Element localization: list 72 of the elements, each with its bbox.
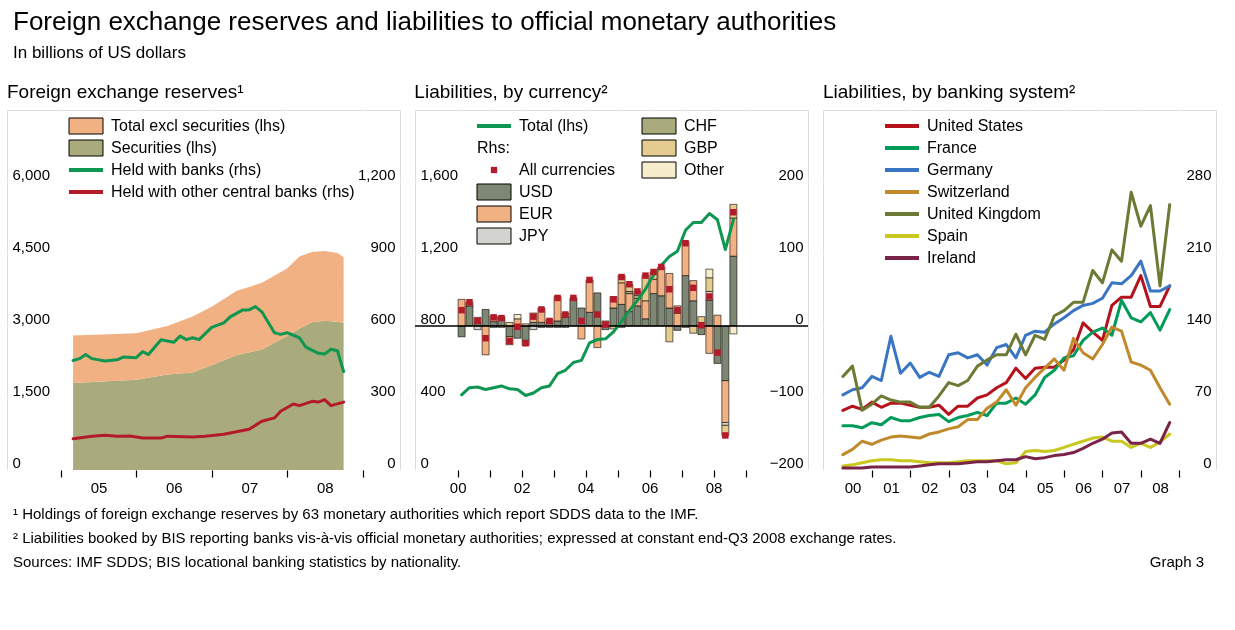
y2-tick-label: 100	[778, 237, 804, 255]
legend-label: United Kingdom	[927, 205, 1041, 222]
x-tick-label: 05	[90, 478, 108, 496]
y-tick-label: 3,000	[12, 309, 51, 327]
legend-label: JPY	[519, 227, 549, 244]
legend-label: Other	[684, 161, 725, 178]
chart-title: Liabilities, by banking system²	[823, 81, 1076, 102]
x-tick-label: 06	[166, 478, 183, 496]
x-tick-label: 08	[1152, 478, 1169, 496]
legend-label: EUR	[519, 205, 553, 222]
legend-label: Switzerland	[927, 183, 1010, 200]
y-tick-label: 1,200	[420, 237, 459, 255]
x-tick-label: 06	[1075, 478, 1093, 496]
x-tick-label: 02	[513, 478, 531, 496]
text: Foreign exchange reserves and liabilities to official monetary authorities	[13, 6, 837, 36]
x-tick-label: 05	[1036, 478, 1054, 496]
legend-label: Ireland	[927, 249, 976, 266]
legend-label: GBP	[684, 139, 718, 156]
legend-label: All currencies	[519, 161, 616, 178]
source-note: Sources: IMF SDDS; BIS locational banking statistics by nationality.	[13, 553, 462, 570]
y-tick-label: 400	[420, 381, 446, 399]
y2-tick-label: 140	[1186, 309, 1212, 327]
y-tick-label: 1,500	[12, 381, 51, 399]
chart-title: Liabilities, by currency²	[414, 81, 608, 102]
y2-tick-label: 280	[1186, 165, 1212, 183]
text: ¹ Holdings of foreign exchange reserves by 63 monetary authorities which report SDDS data to the IMF.	[13, 505, 699, 522]
legend-label: CHF	[684, 117, 718, 134]
y2-tick-label: 200	[778, 165, 804, 183]
x-tick-label: 06	[641, 478, 659, 496]
caption: Graph 3	[1149, 553, 1204, 570]
text: In billions of US dollars	[13, 43, 186, 62]
legend-label: Germany	[927, 161, 993, 178]
y2-tick-label: 600	[370, 309, 396, 327]
y2-tick-label: −100	[769, 381, 804, 399]
y2-tick-label: 900	[370, 237, 396, 255]
x-tick-label: 01	[883, 478, 900, 496]
y2-tick-label: 300	[370, 381, 396, 399]
legend-label: France	[927, 139, 977, 156]
y-tick-label: 800	[420, 309, 446, 327]
x-tick-label: 08	[316, 478, 334, 496]
legend-label: Held with other central banks (rhs)	[111, 183, 355, 200]
y2-tick-label: 70	[1194, 381, 1212, 399]
x-tick-label: 03	[959, 478, 977, 496]
y2-tick-label: 0	[795, 309, 804, 327]
legend-title: Rhs:	[477, 139, 510, 156]
legend-label: United States	[927, 117, 1024, 134]
legend-label: Securities (lhs)	[111, 139, 217, 156]
legend-label: Total excl securities (lhs)	[111, 117, 286, 134]
x-tick-label: 00	[449, 478, 467, 496]
x-tick-label: 04	[577, 478, 595, 496]
y2-tick-label: 0	[1203, 453, 1212, 471]
legend-label: Held with banks (rhs)	[111, 161, 262, 178]
text: ² Liabilities booked by BIS reporting banks vis-à-vis official monetary authorities; expressed at constant end-Q3 2008 exchange rates.	[13, 529, 897, 546]
y-tick-label: 1,600	[420, 165, 459, 183]
y-tick-label: 4,500	[12, 237, 51, 255]
x-tick-label: 04	[998, 478, 1016, 496]
chart-title: Foreign exchange reserves¹	[7, 81, 244, 102]
y2-tick-label: −200	[769, 453, 804, 471]
legend-label: Total (lhs)	[519, 117, 589, 134]
y-tick-label: 0	[12, 453, 21, 471]
legend-label: Spain	[927, 227, 968, 244]
legend-label: USD	[519, 183, 553, 200]
y2-tick-label: 210	[1186, 237, 1212, 255]
x-tick-label: 07	[1113, 478, 1131, 496]
y-tick-label: 6,000	[12, 165, 51, 183]
y-tick-label: 0	[420, 453, 429, 471]
x-tick-label: 00	[844, 478, 862, 496]
x-tick-label: 08	[705, 478, 723, 496]
y2-tick-label: 0	[387, 453, 396, 471]
x-tick-label: 07	[241, 478, 259, 496]
y2-tick-label: 1,200	[357, 165, 396, 183]
x-tick-label: 02	[921, 478, 939, 496]
